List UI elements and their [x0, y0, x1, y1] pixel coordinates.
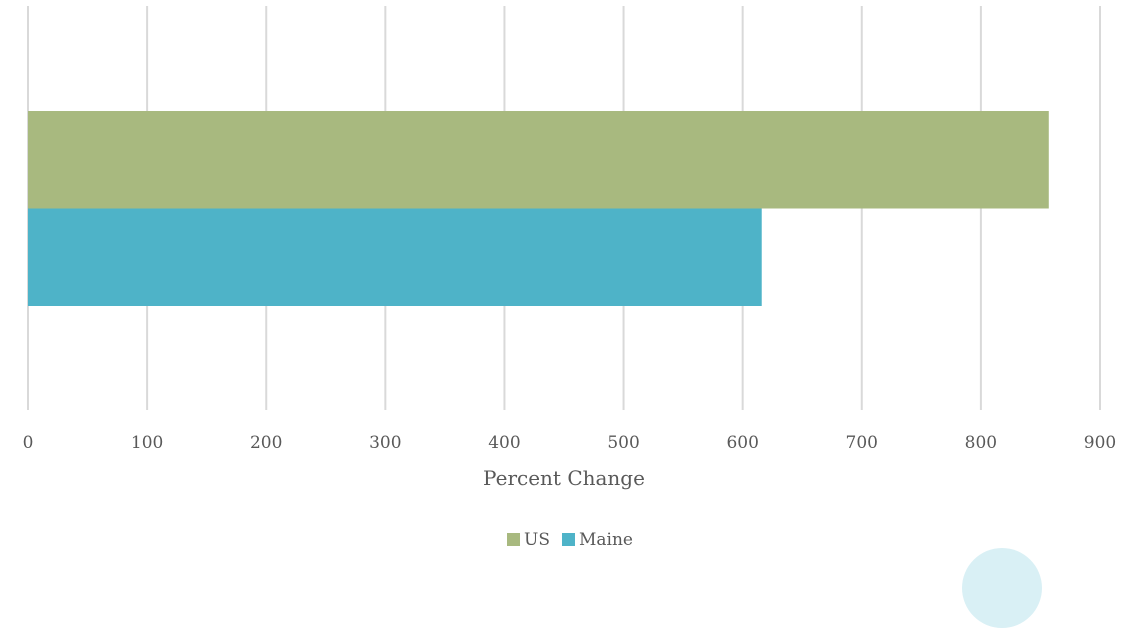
legend-swatch-maine: [561, 533, 575, 546]
x-tick-label-200: 200: [250, 433, 282, 453]
x-tick-label-900: 900: [1084, 433, 1116, 453]
x-axis-title: Percent Change: [483, 466, 645, 490]
x-axis-ticks: 0 100 200 300 400 500 600 700 800 900: [23, 433, 1117, 453]
x-tick-label-0: 0: [23, 433, 34, 453]
x-tick-label-300: 300: [369, 433, 401, 453]
x-tick-label-400: 400: [488, 433, 520, 453]
x-tick-label-800: 800: [965, 433, 997, 453]
x-tick-label-700: 700: [846, 433, 878, 453]
legend-item-us: US: [507, 530, 550, 550]
legend-label-us: US: [524, 530, 550, 550]
decorative-circle: [962, 548, 1042, 628]
chart-svg: 0 100 200 300 400 500 600 700 800 900 Percent Cha…: [23, 6, 1117, 550]
bars: [28, 111, 1049, 306]
x-tick-label-100: 100: [131, 433, 163, 453]
bar-us: [28, 111, 1049, 209]
bar-maine: [28, 208, 762, 306]
legend-item-maine: Maine: [561, 530, 633, 550]
legend-label-maine: Maine: [579, 530, 633, 550]
bar-chart: 0 100 200 300 400 500 600 700 800 900 Percent Cha…: [23, 6, 1117, 628]
legend-swatch-us: [507, 533, 521, 546]
x-tick-label-600: 600: [726, 433, 758, 453]
x-tick-label-500: 500: [607, 433, 639, 453]
legend: US Maine: [507, 530, 633, 550]
